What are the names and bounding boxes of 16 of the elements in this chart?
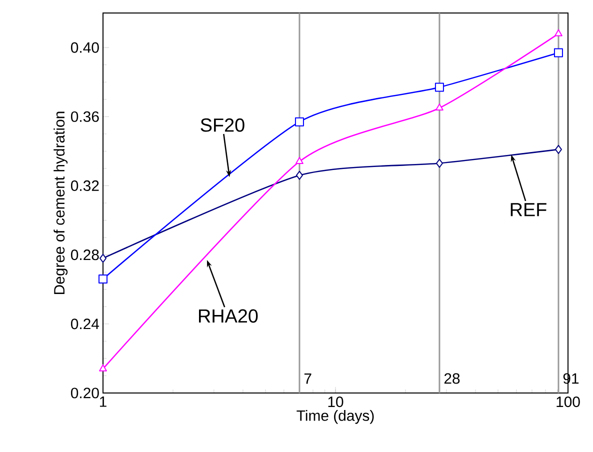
x-axis-title: Time (days) <box>296 410 374 424</box>
x-tick-label: 100 <box>556 396 580 408</box>
x-tick-label: 1 <box>100 396 106 407</box>
y-axis-title: Degree of cement hydration <box>54 112 68 294</box>
y-tick-label: 0.28 <box>70 250 99 260</box>
x-tick-label: 10 <box>328 396 344 408</box>
y-tick-label: 0.32 <box>70 180 99 192</box>
y-tick-label: 0.36 <box>70 111 99 122</box>
annotation: SF20 <box>200 118 244 132</box>
ref-line-label: 28 <box>444 373 460 384</box>
y-tick-label: 0.40 <box>70 42 99 53</box>
annotation: REF <box>510 203 546 216</box>
annotation: RHA20 <box>199 309 258 323</box>
y-tick-label: 0.20 <box>70 388 99 398</box>
ref-line-label: 7 <box>304 374 312 384</box>
y-tick-label: 0.24 <box>70 318 100 330</box>
